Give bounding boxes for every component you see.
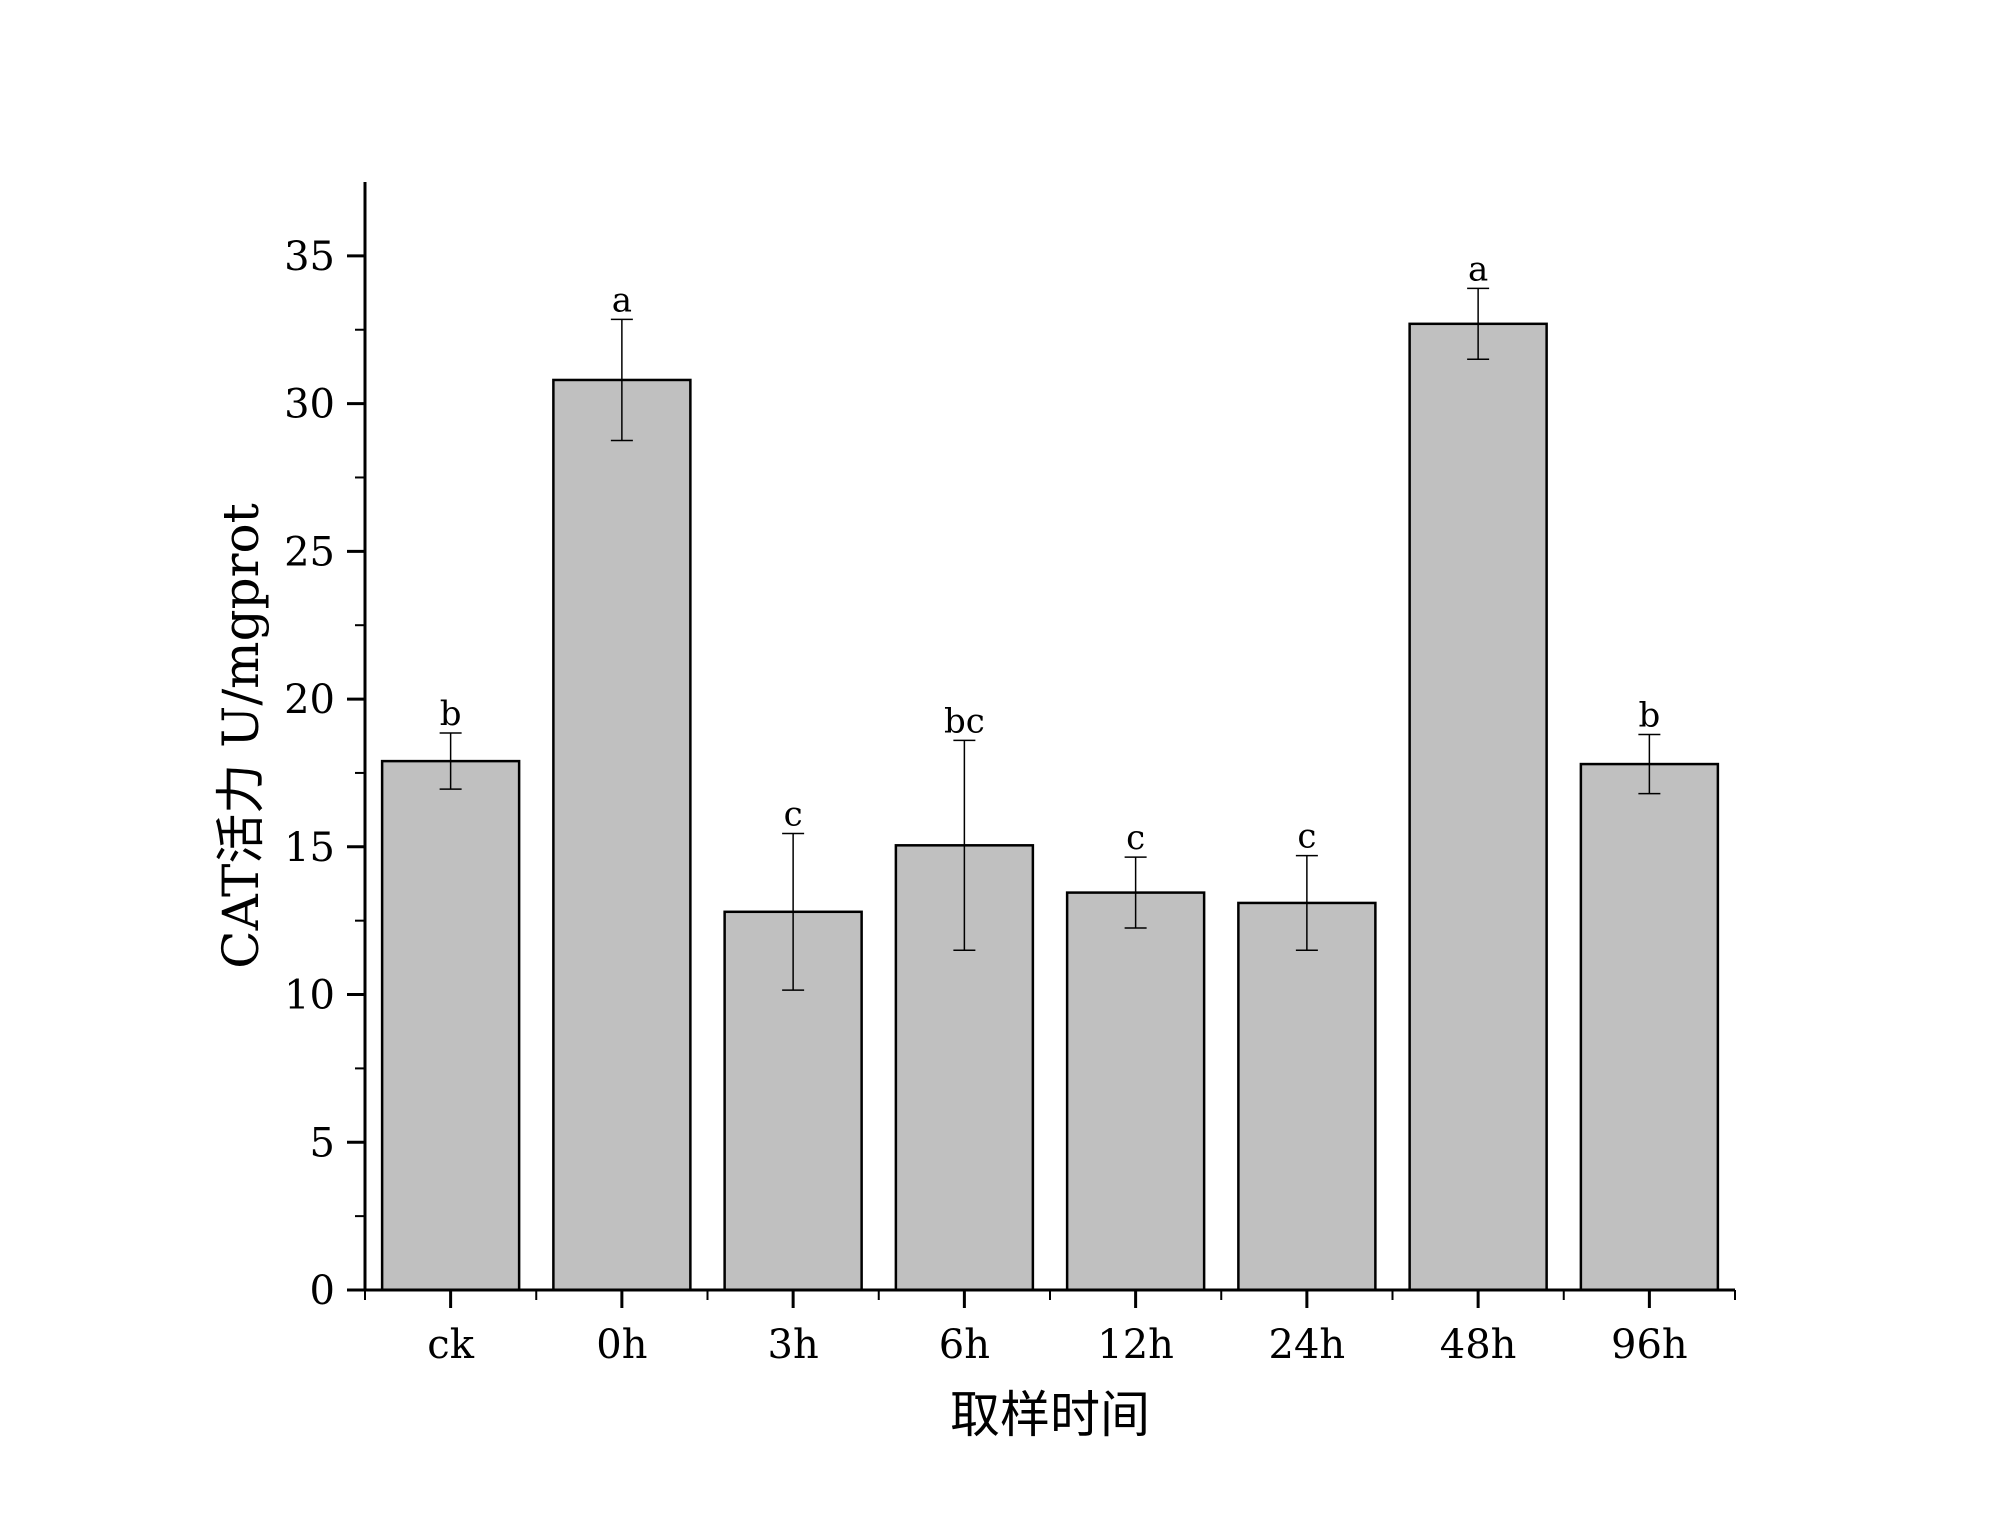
significance-label-24h: c xyxy=(1297,817,1316,857)
y-tick-label: 25 xyxy=(284,529,335,575)
error-bar-6h xyxy=(953,739,976,951)
error-bars-group xyxy=(439,287,1661,991)
error-bar-96h xyxy=(1638,733,1661,795)
x-tick-label-12h: 12h xyxy=(1097,1322,1174,1368)
bars-group xyxy=(380,322,1720,1292)
significance-label-6h: bc xyxy=(944,701,985,741)
significance-label-0h: a xyxy=(612,280,632,320)
x-tick-label-0h: 0h xyxy=(596,1322,647,1368)
x-tick-label-24h: 24h xyxy=(1269,1322,1346,1368)
y-axis-title: CAT活力 U/mgprot xyxy=(212,503,270,968)
x-tick-label-48h: 48h xyxy=(1440,1322,1517,1368)
error-bar-24h xyxy=(1295,854,1318,951)
error-bar-48h xyxy=(1467,287,1490,361)
bar-0h xyxy=(552,378,692,1292)
y-tick-label: 0 xyxy=(310,1268,335,1314)
significance-label-ck: b xyxy=(440,694,462,734)
x-ticks-group: ck 0h 3h 6h 12h 24h 48h 96h xyxy=(364,1290,1736,1368)
y-tick-label: 5 xyxy=(310,1120,335,1166)
y-tick-label: 20 xyxy=(284,677,335,723)
y-tick-label: 15 xyxy=(284,825,335,871)
x-axis-title: 取样时间 xyxy=(950,1386,1150,1444)
error-bar-3h xyxy=(782,832,805,991)
bar-48h xyxy=(1408,322,1548,1292)
significance-label-3h: c xyxy=(784,795,803,835)
bar-12h xyxy=(1065,891,1206,1292)
x-tick-label-3h: 3h xyxy=(768,1322,819,1368)
y-ticks-group: 0 5 10 15 20 25 30 35 xyxy=(284,234,365,1314)
y-tick-label: 35 xyxy=(284,234,335,280)
significance-labels-group: b a c bc c c a b xyxy=(440,249,1661,858)
significance-label-48h: a xyxy=(1468,249,1488,289)
y-tick-label: 10 xyxy=(284,973,335,1019)
bar-24h xyxy=(1237,901,1377,1292)
x-tick-label-6h: 6h xyxy=(939,1322,990,1368)
x-tick-label-ck: ck xyxy=(427,1322,474,1368)
bar-96h xyxy=(1579,762,1720,1292)
bar-ck xyxy=(380,759,521,1292)
x-tick-label-96h: 96h xyxy=(1611,1322,1688,1368)
significance-label-12h: c xyxy=(1126,818,1145,858)
error-bar-ck xyxy=(439,732,462,790)
error-bar-0h xyxy=(610,318,633,442)
y-tick-label: 30 xyxy=(284,382,335,428)
error-bar-12h xyxy=(1124,856,1147,929)
significance-label-96h: b xyxy=(1638,696,1660,736)
